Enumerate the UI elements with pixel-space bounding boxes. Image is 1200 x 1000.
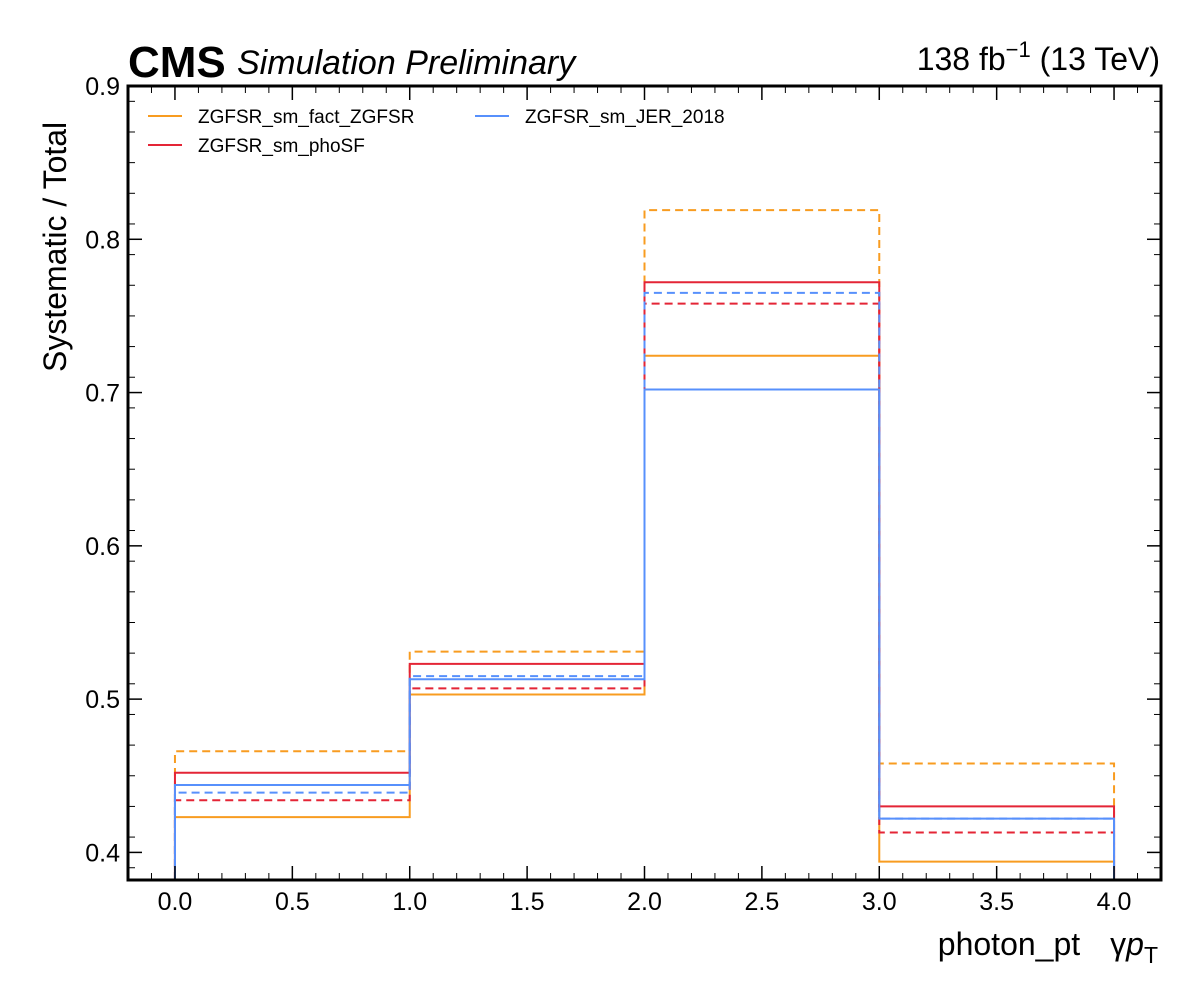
y-tick-label: 0.7: [85, 380, 120, 408]
axes-frame: [126, 84, 1163, 882]
y-tick-label: 0.8: [85, 226, 120, 254]
x-tick-label: 1.0: [392, 888, 427, 916]
legend-label: ZGFSR_sm_phoSF: [198, 136, 365, 157]
series-line-4-solid: [173, 388, 1116, 880]
legend: ZGFSR_sm_fact_ZGFSR ZGFSR_sm_phoSF ZGFSR_s…: [148, 107, 725, 157]
plot-area: [126, 84, 1163, 882]
y-tick-label: 0.6: [85, 533, 120, 561]
luminosity-label: 138 fb−1 (13 TeV): [917, 37, 1160, 77]
x-tick-labels: 0.0 0.5 1.0 1.5 2.0 2.5 3.0 3.5 4.0: [158, 888, 1132, 916]
x-tick-label: 1.5: [510, 888, 545, 916]
experiment-label: CMS: [128, 38, 226, 87]
major-ticks: [128, 85, 1161, 880]
x-tick-label: 0.0: [158, 888, 193, 916]
x-tick-label: 2.0: [627, 888, 662, 916]
y-tick-label: 0.4: [85, 839, 120, 867]
x-tick-label: 3.5: [979, 888, 1014, 916]
y-tick-label: 0.5: [85, 686, 120, 714]
x-tick-label: 3.0: [862, 888, 897, 916]
status-label: Simulation Preliminary: [237, 44, 577, 82]
series-layer: [173, 209, 1116, 880]
x-tick-label: 0.5: [275, 888, 310, 916]
series-line-1-dashed: [173, 209, 1116, 880]
y-axis-title: Systematic / Total: [37, 122, 73, 372]
legend-label: ZGFSR_sm_fact_ZGFSR: [198, 107, 414, 128]
x-tick-label: 4.0: [1097, 888, 1132, 916]
legend-label: ZGFSR_sm_JER_2018: [525, 107, 725, 128]
y-tick-labels: 0.4 0.5 0.6 0.7 0.8 0.9: [85, 73, 120, 867]
x-axis-title: photon_pt γpT: [938, 926, 1158, 968]
y-tick-label: 0.9: [85, 73, 120, 101]
series-line-3-dashed: [173, 302, 1116, 880]
x-tick-label: 2.5: [745, 888, 780, 916]
series-line-5-dashed: [173, 291, 1116, 880]
